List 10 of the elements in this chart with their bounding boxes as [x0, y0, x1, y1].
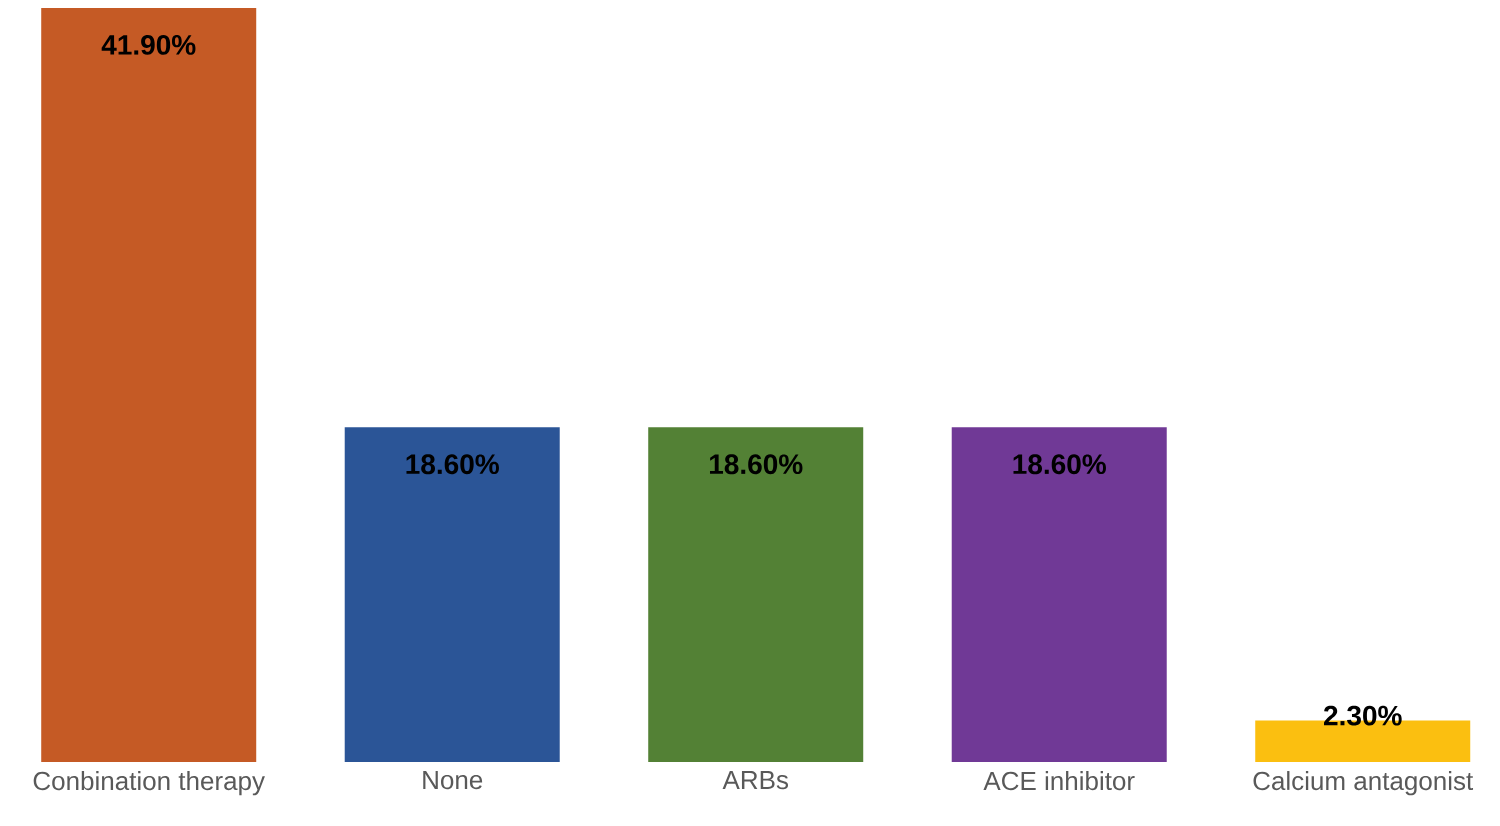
data-label: 18.60% [709, 454, 803, 475]
x-tick-label: None [423, 771, 483, 790]
data-label: 41.90% [101, 35, 196, 55]
data-label: 18.60% [1013, 454, 1106, 475]
x-tick-label: ARBs [722, 771, 789, 790]
x-tick-label: Calcium antagonist [1253, 771, 1474, 796]
data-label: 18.60% [406, 454, 499, 475]
x-tick-label: Conbination therapy [33, 771, 265, 796]
x-tick-label: ACE inhibitor [983, 771, 1135, 791]
data-label: 2.30% [1324, 705, 1402, 726]
